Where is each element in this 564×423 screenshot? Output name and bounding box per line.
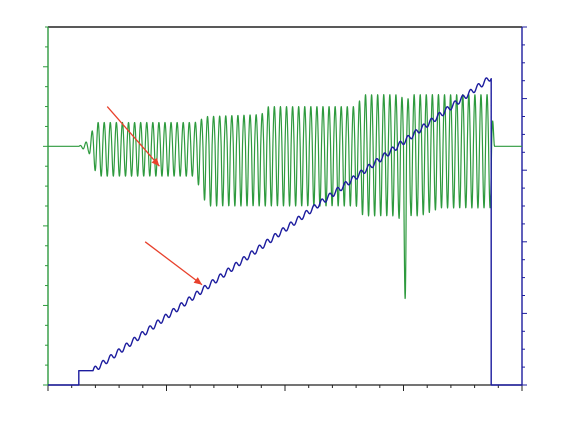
oscillation-series-line xyxy=(47,94,523,300)
annotation-arrow-shaft xyxy=(106,106,160,167)
annotations xyxy=(106,106,203,286)
ramp-series-line xyxy=(48,77,522,386)
annotation-arrow-head xyxy=(151,157,160,167)
annotation-arrow-shaft xyxy=(144,241,203,286)
annotation-arrow-head xyxy=(193,277,203,285)
axes xyxy=(43,26,527,391)
series-group xyxy=(47,77,523,386)
